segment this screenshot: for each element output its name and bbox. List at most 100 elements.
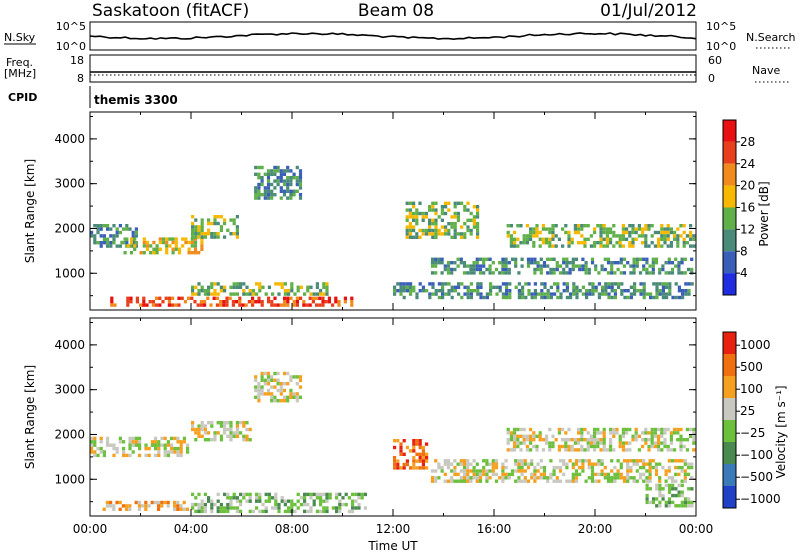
echo-cell (335, 506, 339, 510)
echo-cell (488, 264, 492, 268)
echo-cell (223, 424, 227, 428)
echo-cell (680, 271, 684, 275)
echo-cell (134, 234, 138, 238)
echo-cell (482, 271, 486, 275)
echo-cell (626, 472, 630, 477)
y-tick-label: 4000 (54, 338, 85, 352)
echo-cell (509, 234, 513, 238)
echo-cell (168, 244, 172, 248)
echo-cell (191, 215, 195, 219)
echo-cell (506, 427, 510, 432)
echo-cell (613, 479, 617, 483)
echo-cell (216, 509, 220, 514)
echo-cell (235, 232, 239, 236)
echo-cell (271, 506, 275, 510)
echo-cell (654, 465, 659, 470)
echo-cell (596, 224, 600, 228)
echo-cell (425, 466, 429, 470)
echo-cell (363, 506, 367, 510)
echo-cell (509, 448, 513, 452)
echo-cell (106, 436, 110, 441)
echo-cell (634, 227, 638, 231)
echo-cell (612, 224, 616, 228)
echo-cell (680, 479, 684, 483)
echo-cell (622, 479, 627, 483)
echo-cell (619, 257, 623, 261)
echo-cell (321, 303, 325, 307)
echo-cell (607, 282, 611, 286)
echo-cell (683, 472, 687, 477)
echo-cell (613, 282, 617, 286)
echo-cell (271, 496, 275, 500)
x-tick-label: 12:00 (376, 522, 411, 536)
echo-cell (450, 289, 454, 293)
echo-cell (274, 282, 278, 286)
echo-cell (210, 438, 214, 442)
echo-cell (667, 465, 671, 470)
echo-cell (286, 296, 290, 300)
echo-cell (123, 251, 127, 255)
echo-cell (163, 436, 167, 441)
echo-cell (279, 382, 283, 386)
echo-cell (287, 499, 291, 503)
echo-cell (513, 438, 517, 442)
echo-cell (187, 247, 191, 251)
echo-cell (642, 462, 646, 466)
echo-cell (270, 193, 274, 197)
echo-cell (460, 295, 464, 300)
echo-cell (213, 502, 217, 507)
echo-cell (194, 232, 198, 236)
echo-cell (628, 448, 632, 452)
echo-cell (118, 436, 122, 441)
echo-cell (602, 441, 606, 445)
echo-cell (649, 295, 653, 300)
echo-cell (200, 509, 204, 514)
echo-cell (612, 234, 616, 238)
echo-cell (554, 244, 558, 248)
echo-cell (533, 472, 537, 477)
echo-cell (200, 424, 204, 428)
echo-cell (642, 472, 646, 477)
echo-cell (343, 296, 347, 300)
echo-cell (309, 285, 313, 289)
echo-cell (260, 385, 264, 389)
echo-cell (584, 479, 588, 483)
echo-cell (174, 303, 178, 307)
echo-cell (319, 492, 323, 497)
echo-cell (298, 169, 303, 173)
echo-cell (239, 285, 243, 289)
echo-cell (677, 289, 681, 293)
echo-cell (318, 303, 322, 307)
echo-cell (520, 469, 524, 473)
echo-cell (648, 465, 652, 470)
echo-cell (263, 392, 267, 396)
echo-cell (109, 504, 113, 508)
echo-cell (610, 289, 614, 293)
echo-cell (428, 292, 432, 296)
echo-cell (145, 247, 150, 251)
echo-cell (229, 438, 233, 442)
echo-cell (191, 506, 195, 510)
echo-cell (510, 257, 515, 261)
echo-cell (444, 211, 448, 216)
echo-cell (629, 271, 633, 275)
echo-cell (657, 444, 661, 449)
echo-cell (513, 434, 517, 438)
echo-cell (587, 271, 591, 275)
echo-cell (473, 289, 477, 293)
echo-cell (440, 211, 444, 216)
echo-cell (354, 499, 358, 503)
echo-cell (472, 218, 476, 222)
echo-cell (574, 469, 579, 473)
echo-cell (325, 292, 329, 296)
echo-cell (210, 282, 214, 286)
echo-cell (661, 292, 665, 296)
echo-cell (683, 504, 688, 508)
echo-cell (106, 227, 110, 231)
echo-cell (229, 232, 233, 236)
echo-cell (292, 189, 296, 193)
echo-cell (690, 257, 694, 261)
echo-cell (532, 234, 536, 238)
echo-cell (670, 271, 675, 275)
colorbar-segment (723, 273, 736, 295)
